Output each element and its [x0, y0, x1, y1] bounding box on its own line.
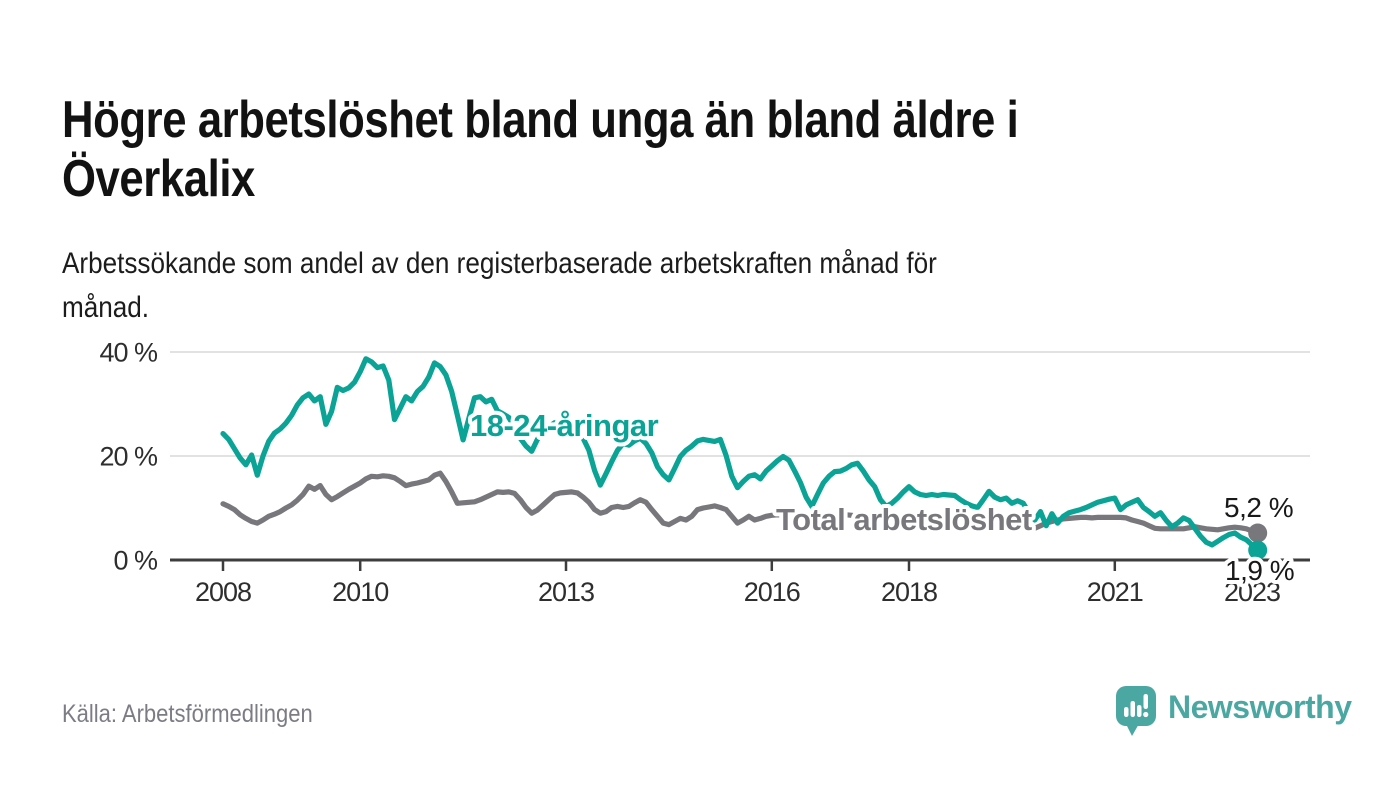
x-axis-tick-label: 2016: [744, 577, 800, 607]
series-label-total: Total arbetslöshet: [776, 502, 1032, 537]
y-axis-tick-label: 20 %: [99, 442, 158, 472]
x-axis-tick-label: 2018: [881, 577, 937, 607]
x-axis-tick-label: 2023: [1224, 577, 1280, 607]
newsworthy-brand: Newsworthy: [1116, 686, 1352, 738]
series-line-youth: [220, 356, 1261, 553]
end-value-label-youth: 1,9 %: [1225, 555, 1294, 586]
x-axis-tick-label: 2021: [1087, 577, 1143, 607]
brand-name: Newsworthy: [1168, 689, 1352, 725]
x-axis-tick-label: 2013: [538, 577, 594, 607]
series-end-dot-total: [1248, 523, 1268, 543]
y-axis-tick-label: 0 %: [113, 546, 158, 576]
chart-subtitle: Arbetssökande som andel av den registerb…: [62, 242, 937, 331]
title-line-1: Högre arbetslöshet bland unga än bland ä…: [62, 90, 1019, 149]
end-value-label-total: 5,2 %: [1224, 492, 1293, 523]
lead-line-2: månad.: [62, 291, 150, 325]
speech-bubble-bar-chart-icon: [1116, 686, 1156, 736]
series-line-total: [220, 470, 1261, 536]
x-axis-tick-label: 2010: [332, 577, 388, 607]
series-end-dot-youth: [1248, 540, 1268, 560]
lead-line-1: Arbetssökande som andel av den registerb…: [62, 247, 937, 280]
source-note: Källa: Arbetsförmedlingen: [62, 700, 313, 728]
series-label-youth: 18-24-åringar: [470, 408, 659, 443]
title-line-2: Överkalix: [62, 149, 255, 208]
x-axis-tick-label: 2008: [195, 577, 251, 607]
y-axis-tick-label: 40 %: [99, 338, 158, 368]
page-title: Högre arbetslöshet bland unga än bland ä…: [62, 90, 1019, 209]
